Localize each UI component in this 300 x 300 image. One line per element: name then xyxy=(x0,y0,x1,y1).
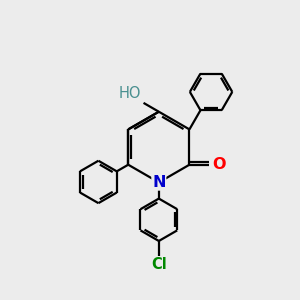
Text: N: N xyxy=(152,175,166,190)
Text: O: O xyxy=(212,157,226,172)
Text: HO: HO xyxy=(119,85,141,100)
Text: Cl: Cl xyxy=(151,257,167,272)
